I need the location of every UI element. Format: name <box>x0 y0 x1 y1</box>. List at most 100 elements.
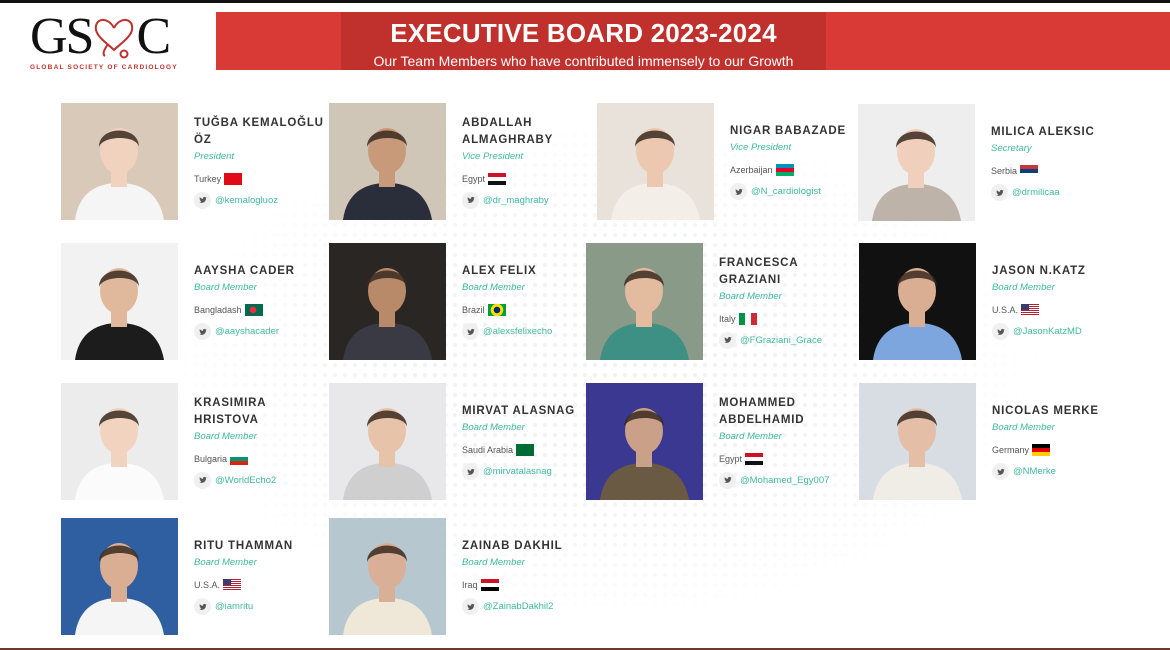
member-role: Board Member <box>992 282 1055 293</box>
flag-de-icon <box>1032 444 1051 456</box>
page-title: EXECUTIVE BOARD 2023-2024 <box>390 18 777 48</box>
twitter-handle[interactable]: @WorldEcho2 <box>215 474 277 486</box>
member-photo[interactable] <box>859 383 976 500</box>
twitter-handle[interactable]: @drmilicaa <box>1012 187 1060 198</box>
twitter-link[interactable]: @kemalogluoz <box>194 191 324 209</box>
country-name: U.S.A. <box>992 305 1019 315</box>
flag-tr-icon <box>224 172 243 185</box>
twitter-icon[interactable] <box>462 463 479 480</box>
twitter-link[interactable]: @WorldEcho2 <box>194 471 324 489</box>
country-name: Turkey <box>194 173 222 184</box>
member-country: Egypt <box>719 452 849 465</box>
twitter-icon[interactable] <box>462 598 479 615</box>
member-photo[interactable] <box>61 243 178 360</box>
flag-us-icon <box>223 579 242 591</box>
twitter-icon[interactable] <box>992 463 1009 480</box>
member-photo[interactable] <box>586 243 703 360</box>
twitter-handle[interactable]: @aayshacader <box>215 326 280 337</box>
portrait-image <box>597 103 714 220</box>
member-card: ALEX FELIX Board Member Brazil @alexsfel… <box>329 243 589 360</box>
member-role: Board Member <box>194 430 257 442</box>
flag-us-icon <box>1021 304 1040 316</box>
member-country: Italy <box>719 312 849 325</box>
twitter-link[interactable]: @ZainabDakhil2 <box>462 598 592 615</box>
twitter-link[interactable]: @alexsfelixecho <box>462 323 592 340</box>
twitter-icon[interactable] <box>730 183 747 200</box>
member-role: Vice President <box>730 142 792 153</box>
member-card: KRASIMIRA HRISTOVA Board Member Bulgaria… <box>61 383 321 500</box>
twitter-icon[interactable] <box>194 471 211 489</box>
twitter-handle[interactable]: @FGraziani_Grace <box>740 334 822 346</box>
heart-stethoscope-icon <box>95 19 134 59</box>
member-card: FRANCESCA GRAZIANI Board Member Italy @F… <box>586 243 846 360</box>
member-photo[interactable] <box>61 383 178 500</box>
twitter-link[interactable]: @aayshacader <box>194 323 324 340</box>
twitter-icon[interactable] <box>992 323 1009 340</box>
member-photo[interactable] <box>858 104 975 221</box>
member-card: MIRVAT ALASNAG Board Member Saudi Arabia… <box>329 383 589 500</box>
member-card: MILICA ALEKSIC Secretary Serbia @drmilic… <box>858 104 1118 221</box>
bottom-border <box>0 648 1170 650</box>
twitter-handle[interactable]: @ZainabDakhil2 <box>483 601 554 612</box>
twitter-handle[interactable]: @kemalogluoz <box>215 194 278 206</box>
portrait-image <box>586 383 703 500</box>
portrait-image <box>859 243 976 360</box>
twitter-link[interactable]: @iamritu <box>194 598 324 615</box>
twitter-handle[interactable]: @iamritu <box>215 601 254 612</box>
member-role: Board Member <box>194 282 257 293</box>
twitter-handle[interactable]: @NMerke <box>1013 466 1056 477</box>
member-country: Turkey <box>194 172 324 185</box>
member-name: KRASIMIRA HRISTOVA <box>194 396 266 426</box>
member-photo[interactable] <box>329 103 446 220</box>
member-role: Secretary <box>991 143 1032 154</box>
member-name: ZAINAB DAKHIL <box>462 540 563 552</box>
member-card: JASON N.KATZ Board Member U.S.A. @JasonK… <box>859 243 1119 360</box>
member-role: Board Member <box>719 290 782 302</box>
twitter-link[interactable]: @JasonKatzMD <box>992 323 1122 340</box>
twitter-handle[interactable]: @dr_maghraby <box>483 194 549 206</box>
member-photo[interactable] <box>597 103 714 220</box>
member-card: AAYSHA CADER Board Member Bangladash @aa… <box>61 243 321 360</box>
member-photo[interactable] <box>586 383 703 500</box>
twitter-icon[interactable] <box>462 191 479 209</box>
twitter-handle[interactable]: @alexsfelixecho <box>483 326 553 337</box>
country-name: Italy <box>719 313 736 324</box>
member-photo[interactable] <box>329 383 446 500</box>
twitter-link[interactable]: @NMerke <box>992 463 1122 480</box>
twitter-icon[interactable] <box>194 598 211 615</box>
twitter-handle[interactable]: @Mohamed_Egy007 <box>740 474 830 486</box>
twitter-icon[interactable] <box>194 191 211 209</box>
twitter-handle[interactable]: @N_cardiologist <box>751 186 821 197</box>
twitter-handle[interactable]: @mirvatalasnag <box>483 466 552 477</box>
member-role: Vice President <box>462 150 524 162</box>
twitter-link[interactable]: @drmilicaa <box>991 184 1121 201</box>
twitter-icon[interactable] <box>719 331 736 349</box>
member-photo[interactable] <box>61 103 178 220</box>
twitter-link[interactable]: @mirvatalasnag <box>462 463 592 480</box>
member-photo[interactable] <box>329 243 446 360</box>
member-photo[interactable] <box>329 518 446 635</box>
member-name: MOHAMMED ABDELHAMID <box>719 396 805 426</box>
gsc-logo[interactable]: GS C GLOBAL SOCIETY OF CARDIOLOGY <box>30 11 180 74</box>
twitter-icon[interactable] <box>194 323 211 340</box>
member-photo[interactable] <box>859 243 976 360</box>
twitter-handle[interactable]: @JasonKatzMD <box>1013 326 1082 337</box>
twitter-icon[interactable] <box>462 323 479 340</box>
twitter-link[interactable]: @N_cardiologist <box>730 183 860 200</box>
twitter-icon[interactable] <box>719 471 736 489</box>
flag-rs-icon <box>1020 165 1039 177</box>
member-name: FRANCESCA GRAZIANI <box>719 256 798 286</box>
member-country: Iraq <box>462 579 592 591</box>
twitter-icon[interactable] <box>991 184 1008 201</box>
member-card: NIGAR BABAZADE Vice President Azerbaijan… <box>597 103 857 220</box>
member-photo[interactable] <box>61 518 178 635</box>
member-role: Board Member <box>462 422 525 433</box>
country-name: Brazil <box>462 305 485 315</box>
twitter-link[interactable]: @Mohamed_Egy007 <box>719 471 849 489</box>
twitter-link[interactable]: @dr_maghraby <box>462 191 592 209</box>
flag-eg-icon <box>488 172 507 185</box>
twitter-link[interactable]: @FGraziani_Grace <box>719 331 849 349</box>
member-name: JASON N.KATZ <box>992 265 1086 277</box>
flag-it-icon <box>738 312 757 325</box>
logo-subtitle: GLOBAL SOCIETY OF CARDIOLOGY <box>30 64 178 71</box>
